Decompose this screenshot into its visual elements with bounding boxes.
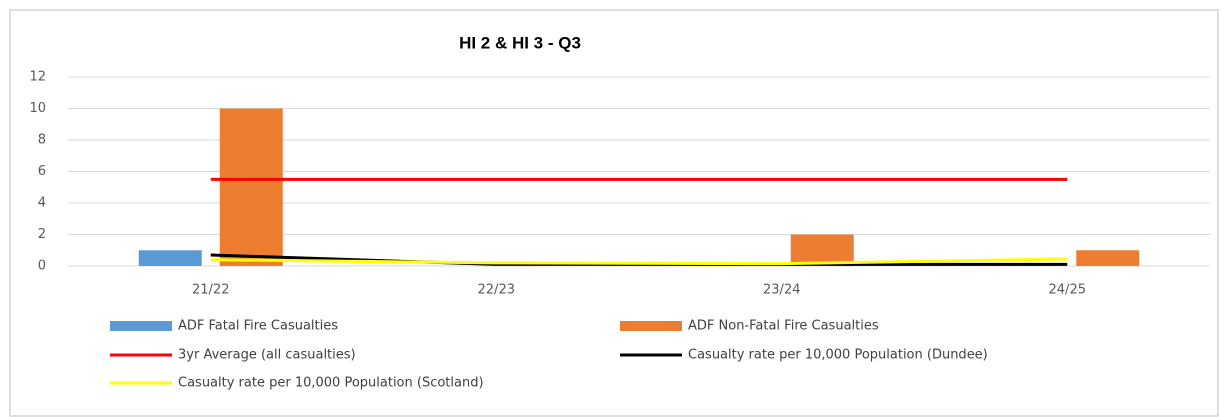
legend-label: Casualty rate per 10,000 Population (Sco… (178, 376, 484, 391)
legend-label: ADF Non-Fatal Fire Casualties (688, 319, 879, 334)
x-tick-label: 23/24 (763, 283, 800, 298)
legend-swatch (620, 321, 682, 331)
y-tick-label: 2 (38, 227, 46, 242)
x-tick-label: 24/25 (1049, 283, 1086, 298)
y-tick-label: 6 (38, 164, 46, 179)
x-tick-label: 22/23 (478, 283, 515, 298)
bar (219, 108, 283, 266)
x-tick-label: 21/22 (192, 283, 229, 298)
chart-title: HI 2 & HI 3 - Q3 (459, 33, 581, 52)
bar (1076, 250, 1140, 266)
bar (790, 234, 854, 266)
legend-label: 3yr Average (all casualties) (178, 348, 356, 363)
line-series (210, 257, 1068, 266)
y-tick-label: 4 (38, 196, 46, 211)
y-tick-label: 8 (38, 133, 46, 148)
legend-swatch (110, 321, 172, 331)
legend-label: ADF Fatal Fire Casualties (178, 319, 338, 334)
bar (138, 250, 202, 266)
legend-label: Casualty rate per 10,000 Population (Dun… (688, 348, 988, 363)
chart-frame (9, 9, 1219, 417)
y-tick-label: 0 (38, 259, 46, 274)
y-tick-label: 12 (29, 70, 46, 85)
y-tick-label: 10 (29, 101, 46, 116)
